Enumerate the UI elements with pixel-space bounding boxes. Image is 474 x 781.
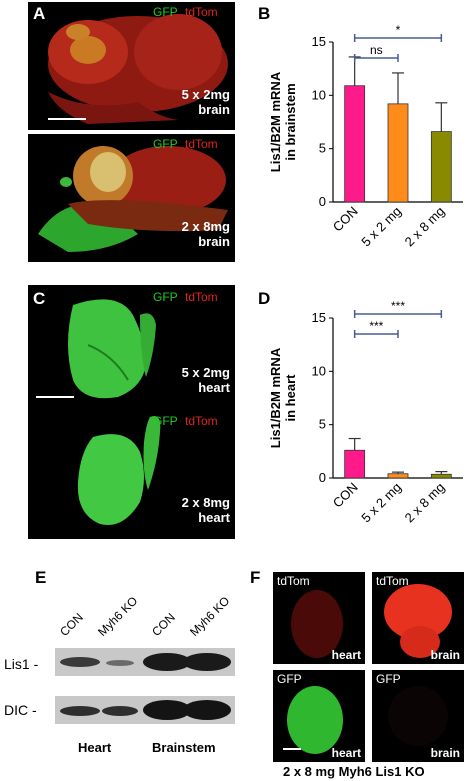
significance-label: ns [370, 43, 383, 57]
y-axis-label: in heart [283, 374, 298, 422]
x-tick-label: 2 x 8 mg [402, 204, 448, 250]
blot-lane-labels: CON Myh6 KO CON Myh6 KO [55, 585, 245, 645]
y-tick-label: 15 [312, 310, 326, 325]
brain-tissue-mixed-illustration [38, 146, 228, 252]
panel-c-heart-micrograph-bottom [28, 412, 235, 539]
heart-tissue-green-illustration-bottom [77, 416, 161, 526]
panel-a-caption: 5 x 2mg brain [130, 87, 230, 118]
tdtom-brain-bright-illustration [384, 584, 452, 658]
panel-a2-caption: 2 x 8mg brain [130, 219, 230, 250]
significance-label: * [396, 23, 401, 37]
blot-lane-label-2: Myh6 KO [95, 593, 141, 639]
panel-a-caption-dose: 5 x 2mg [181, 87, 230, 102]
panel-a2-gfp-label: GFP [153, 137, 178, 151]
blot-row-label-lis1: Lis1 - [4, 656, 39, 672]
y-tick-label: 15 [312, 34, 326, 49]
heart-tissue-green-illustration-top [68, 299, 156, 399]
panel-a2-caption-dose: 2 x 8mg [181, 219, 230, 234]
tile-channel-label: tdTom [277, 574, 310, 588]
panel-f-tile-gfp-brain: GFP brain [372, 670, 464, 762]
panel-f-tile-tdtom-brain: tdTom brain [372, 572, 464, 664]
panel-c2-gfp-label: GFP [153, 414, 178, 428]
panel-a-gfp-label: GFP [153, 5, 178, 19]
x-tick-label: CON [330, 480, 361, 511]
tile-channel-label: GFP [376, 672, 401, 686]
gfp-heart-bright-illustration [287, 686, 343, 754]
blot-strip-lis1 [55, 648, 235, 676]
y-axis-label: Lis1/B2M mRNA [268, 71, 283, 172]
panel-c-scale-bar [36, 396, 74, 398]
blot-row-label-dic: DIC - [4, 702, 37, 718]
panel-c-letter: C [33, 289, 46, 308]
panel-c2-tdtom-label: tdTom [185, 414, 218, 428]
bar [344, 85, 366, 203]
panel-f-scale-bar [283, 748, 301, 750]
brain-tissue-red-illustration [48, 14, 228, 124]
blot-lane-label-3: CON [149, 610, 178, 639]
x-tick-label: 5 x 2 mg [358, 480, 404, 526]
bar [430, 131, 452, 203]
y-axis-label: in brainstem [283, 83, 298, 160]
blot-strip-dic [55, 696, 235, 724]
panel-c-tdtom-label: tdTom [185, 290, 218, 304]
bar [344, 449, 366, 479]
bar [430, 473, 452, 479]
y-tick-label: 10 [312, 363, 326, 378]
panel-f-tile-gfp-heart: GFP heart [273, 670, 365, 762]
bar [387, 473, 409, 479]
tile-channel-label: GFP [277, 672, 302, 686]
panel-c-caption-tissue: heart [198, 379, 230, 395]
tile-tissue-label: brain [430, 648, 460, 662]
y-axis-label: Lis1/B2M mRNA [268, 347, 283, 448]
panel-a-tdtom-label: tdTom [185, 5, 218, 19]
blot-group-label-brainstem: Brainstem [152, 740, 216, 755]
tile-channel-label: tdTom [376, 574, 409, 588]
panel-c-caption-dose: 5 x 2mg [181, 365, 230, 380]
panel-f-tile-tdtom-heart: tdTom heart [273, 572, 365, 664]
panel-a2-caption-tissue: brain [198, 233, 230, 249]
blot-lane-label-1: CON [57, 610, 86, 639]
y-tick-label: 5 [319, 417, 326, 432]
panel-c-caption: 5 x 2mg heart [130, 365, 230, 396]
panel-f-caption: 2 x 8 mg Myh6 Lis1 KO [283, 764, 425, 779]
y-tick-label: 10 [312, 87, 326, 102]
tile-tissue-label: heart [331, 648, 361, 662]
y-tick-label: 0 [319, 194, 326, 209]
blot-lane-label-4: Myh6 KO [187, 593, 233, 639]
panel-a-brain-micrograph-bottom [28, 134, 235, 262]
panel-a2-tdtom-label: tdTom [185, 137, 218, 151]
panel-d-letter: D [258, 289, 271, 308]
blot-bands-lis1 [60, 653, 231, 671]
panel-c2-caption-dose: 2 x 8mg [181, 495, 230, 510]
panel-e-letter: E [35, 568, 47, 587]
panel-c-gfp-label: GFP [153, 290, 178, 304]
panel-c-heart-micrograph-top [28, 285, 235, 412]
panel-a-scale-bar [48, 118, 86, 120]
tile-tissue-label: brain [430, 746, 460, 760]
tile-tissue-label: heart [331, 746, 361, 760]
x-tick-label: 2 x 8 mg [402, 480, 448, 526]
blot-bands-dic [60, 700, 231, 720]
panel-b-letter: B [258, 4, 271, 23]
x-tick-label: 5 x 2 mg [358, 204, 404, 250]
panel-a-caption-tissue: brain [198, 101, 230, 117]
panel-c2-caption: 2 x 8mg heart [130, 495, 230, 526]
panel-f-letter: F [250, 568, 261, 587]
panel-c2-caption-tissue: heart [198, 509, 230, 525]
y-tick-label: 0 [319, 470, 326, 485]
y-tick-label: 5 [319, 141, 326, 156]
significance-label: *** [369, 319, 383, 333]
bar [387, 103, 409, 203]
panel-a-brain-micrograph-top [28, 2, 235, 130]
tdtom-heart-dim-illustration [291, 590, 343, 658]
x-tick-label: CON [330, 204, 361, 235]
blot-group-label-heart: Heart [78, 740, 112, 755]
significance-label: *** [391, 299, 405, 313]
gfp-brain-dark-illustration [388, 686, 448, 746]
panel-a-letter: A [33, 4, 46, 23]
